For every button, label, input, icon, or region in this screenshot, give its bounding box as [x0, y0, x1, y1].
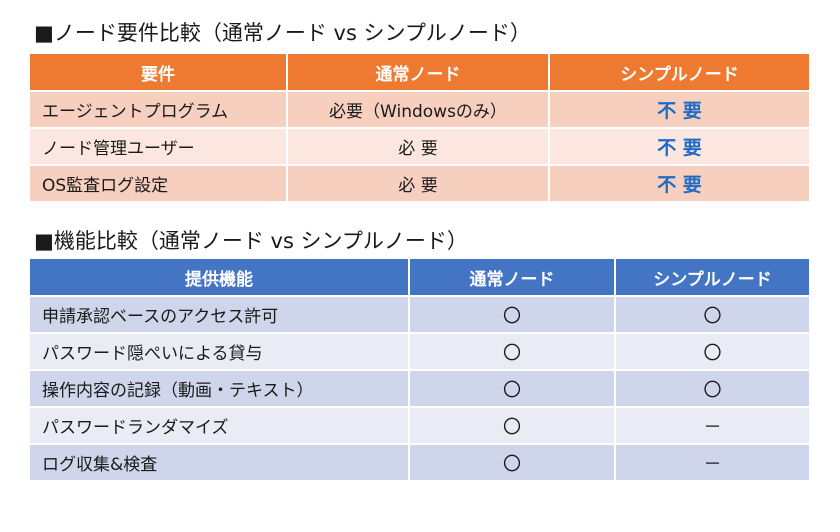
normal-node-value: 必 要 [286, 127, 550, 166]
feature-label: パスワードランダマイズ [28, 406, 410, 445]
table-row: ログ収集&検査 〇 － [28, 443, 811, 482]
table-header-row: 要件 通常ノード シンプルノード [28, 52, 811, 92]
normal-node-support: 〇 [408, 369, 616, 408]
table-row: パスワード隠ぺいによる貸与 〇 〇 [28, 332, 811, 371]
normal-node-value: 必 要 [286, 164, 550, 203]
normal-node-value: 必要（Windowsのみ） [286, 90, 550, 129]
column-header-simple-node: シンプルノード [614, 257, 811, 297]
feature-label: ログ収集&検査 [28, 443, 410, 482]
section-title-node-requirements: ■ノード要件比較（通常ノード vs シンプルノード） [34, 21, 531, 45]
simple-node-support: － [614, 406, 811, 445]
table-row: パスワードランダマイズ 〇 － [28, 406, 811, 445]
simple-node-support: 〇 [614, 295, 811, 334]
requirement-label: ノード管理ユーザー [28, 127, 288, 166]
normal-node-support: 〇 [408, 406, 616, 445]
simple-node-value: 不 要 [548, 90, 811, 129]
simple-node-support: 〇 [614, 369, 811, 408]
normal-node-support: 〇 [408, 295, 616, 334]
column-header-requirement: 要件 [28, 52, 288, 92]
simple-node-support: － [614, 443, 811, 482]
simple-node-value: 不 要 [548, 164, 811, 203]
table-row: 操作内容の記録（動画・テキスト） 〇 〇 [28, 369, 811, 408]
feature-comparison-table: 提供機能 通常ノード シンプルノード 申請承認ベースのアクセス許可 〇 〇 パス… [28, 257, 811, 482]
column-header-normal-node: 通常ノード [408, 257, 616, 297]
table-row: ノード管理ユーザー 必 要 不 要 [28, 127, 811, 166]
simple-node-support: 〇 [614, 332, 811, 371]
node-requirements-table: 要件 通常ノード シンプルノード エージェントプログラム 必要（Windowsの… [28, 52, 811, 203]
requirement-label: エージェントプログラム [28, 90, 288, 129]
section-title-feature-comparison: ■機能比較（通常ノード vs シンプルノード） [34, 229, 468, 253]
column-header-normal-node: 通常ノード [286, 52, 550, 92]
simple-node-value: 不 要 [548, 127, 811, 166]
table-row: 申請承認ベースのアクセス許可 〇 〇 [28, 295, 811, 334]
table-header-row: 提供機能 通常ノード シンプルノード [28, 257, 811, 297]
table-row: OS監査ログ設定 必 要 不 要 [28, 164, 811, 203]
feature-label: 申請承認ベースのアクセス許可 [28, 295, 410, 334]
table-row: エージェントプログラム 必要（Windowsのみ） 不 要 [28, 90, 811, 129]
column-header-feature: 提供機能 [28, 257, 410, 297]
requirement-label: OS監査ログ設定 [28, 164, 288, 203]
feature-label: 操作内容の記録（動画・テキスト） [28, 369, 410, 408]
feature-label: パスワード隠ぺいによる貸与 [28, 332, 410, 371]
normal-node-support: 〇 [408, 443, 616, 482]
column-header-simple-node: シンプルノード [548, 52, 811, 92]
normal-node-support: 〇 [408, 332, 616, 371]
